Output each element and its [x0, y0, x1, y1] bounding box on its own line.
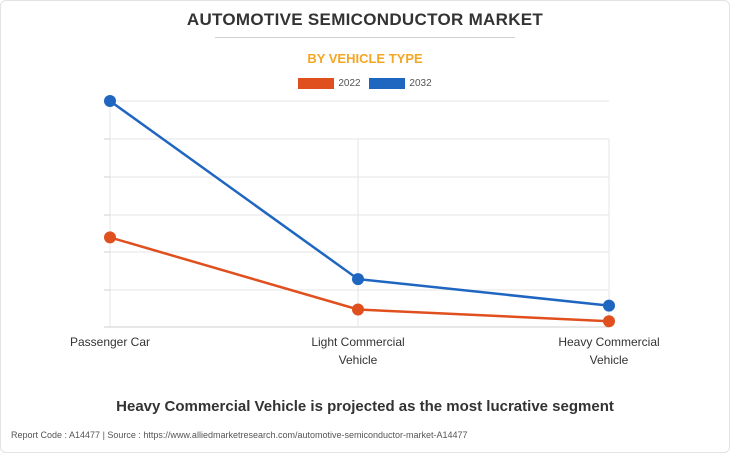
data-point-2022 — [603, 315, 615, 328]
series-lines — [104, 95, 615, 328]
legend-swatch-2032 — [369, 78, 406, 89]
chart-title: AUTOMOTIVE SEMICONDUCTOR MARKET — [186, 10, 544, 29]
legend-item-2022[interactable]: 2022 — [298, 78, 361, 89]
data-point-2022 — [104, 231, 116, 244]
data-point-2032 — [603, 299, 615, 312]
data-point-2022 — [352, 303, 364, 316]
title-divider — [215, 37, 515, 38]
x-tick-label: Vehicle — [590, 353, 629, 367]
grid-lines — [104, 100, 610, 328]
x-tick-label: Passenger Car — [70, 335, 150, 349]
footer-source: Report Code : A14477 | Source : https://… — [11, 430, 468, 440]
x-tick-label: Vehicle — [339, 353, 378, 367]
x-tick-label: Light Commercial — [311, 335, 404, 349]
headline-text: Heavy Commercial Vehicle is projected as… — [116, 398, 614, 415]
chart-subtitle: BY VEHICLE TYPE — [307, 51, 423, 66]
data-point-2032 — [352, 273, 364, 286]
data-point-2032 — [104, 95, 116, 107]
legend-item-2032[interactable]: 2032 — [369, 78, 432, 89]
legend-label-2022: 2022 — [338, 78, 361, 89]
x-axis-ticks: Passenger Car Light Commercial Vehicle Heav… — [70, 335, 660, 367]
x-tick-label: Heavy Commercial — [558, 335, 659, 349]
legend-swatch-2022 — [298, 78, 335, 89]
legend-label-2032: 2032 — [409, 78, 432, 89]
legend: 2022 2032 — [0, 78, 730, 89]
